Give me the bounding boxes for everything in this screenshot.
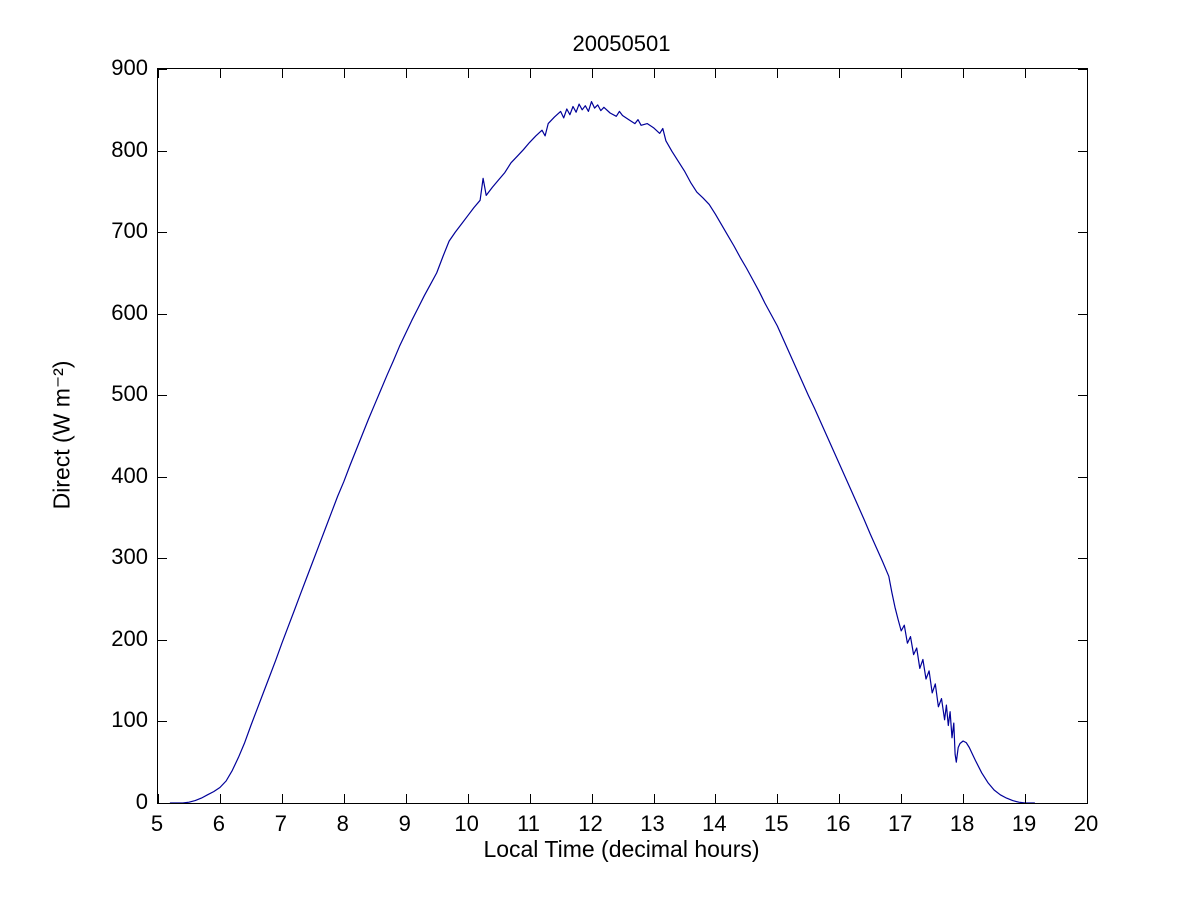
x-tick-mark: [901, 794, 903, 803]
y-tick-mark-right: [1078, 803, 1087, 804]
x-tick-mark-top: [963, 69, 965, 78]
y-tick-mark: [158, 313, 167, 315]
y-tick-mark-right: [1078, 69, 1087, 70]
y-tick-label: 300: [111, 544, 148, 570]
x-tick-mark-top: [219, 69, 221, 78]
x-tick-label: 18: [949, 811, 975, 836]
x-tick-mark: [839, 794, 841, 803]
y-tick-label: 0: [135, 789, 148, 814]
y-tick-label: 800: [111, 136, 148, 162]
x-tick-mark-top: [467, 69, 469, 78]
y-tick-mark-right: [1078, 395, 1087, 397]
x-tick-mark-top: [281, 69, 283, 78]
x-tick-mark-top: [591, 69, 593, 78]
y-tick-label: 500: [111, 381, 148, 407]
x-tick-mark: [963, 794, 965, 803]
y-tick-label: 100: [111, 707, 148, 733]
y-tick-mark-right: [1078, 558, 1087, 560]
y-tick-mark-right: [1078, 232, 1087, 234]
x-tick-label: 5: [150, 811, 164, 836]
x-tick-mark-top: [405, 69, 407, 78]
x-tick-mark-top: [1087, 69, 1088, 78]
x-tick-label: 6: [212, 811, 226, 836]
x-tick-label: 17: [887, 811, 913, 836]
x-tick-mark-top: [653, 69, 655, 78]
x-tick-label: 11: [517, 811, 541, 836]
x-tick-label: 15: [764, 811, 789, 836]
x-tick-mark: [1087, 794, 1088, 803]
x-tick-mark: [343, 794, 345, 803]
y-tick-mark: [158, 639, 167, 641]
x-tick-mark-top: [901, 69, 903, 78]
irradiance-curve: [169, 100, 1036, 803]
x-tick-label: 14: [702, 811, 727, 836]
x-tick-mark: [529, 794, 531, 803]
x-tick-label: 13: [640, 811, 665, 836]
x-tick-mark-top: [839, 69, 841, 78]
x-tick-label: 12: [578, 811, 603, 836]
x-tick-label: 8: [336, 811, 349, 836]
y-tick-label: 700: [111, 218, 148, 244]
x-tick-mark: [405, 794, 407, 803]
y-tick-mark-right: [1078, 313, 1087, 315]
x-tick-label: 19: [1011, 811, 1037, 836]
y-tick-mark: [158, 232, 167, 234]
y-tick-mark: [158, 69, 167, 70]
x-tick-mark-top: [777, 69, 779, 78]
x-tick-mark-top: [715, 69, 717, 78]
y-tick-label: 200: [111, 625, 148, 651]
x-tick-mark: [1025, 794, 1027, 803]
y-tick-mark: [158, 558, 167, 560]
x-tick-mark: [281, 794, 283, 803]
x-tick-mark: [715, 794, 717, 803]
x-axis-label: Local Time (decimal hours): [483, 836, 760, 862]
plot-area: [157, 68, 1088, 804]
x-tick-mark: [467, 794, 469, 803]
x-tick-mark: [777, 794, 779, 803]
y-tick-label: 900: [111, 55, 148, 80]
x-tick-mark-top: [1025, 69, 1027, 78]
y-tick-mark: [158, 395, 167, 397]
y-tick-mark-right: [1078, 476, 1087, 478]
x-tick-mark-top: [529, 69, 531, 78]
x-tick-label: 20: [1073, 811, 1099, 836]
x-tick-label: 9: [398, 811, 411, 836]
y-tick-mark: [158, 476, 167, 478]
plot-title: 20050501: [572, 31, 671, 56]
x-tick-mark-top: [158, 69, 159, 78]
x-tick-label: 10: [454, 811, 479, 836]
x-tick-label: 16: [826, 811, 851, 836]
y-axis-label: Direct (W m⁻²): [48, 360, 75, 510]
y-tick-label: 600: [111, 299, 148, 325]
x-tick-mark: [219, 794, 221, 803]
x-tick-mark: [653, 794, 655, 803]
y-tick-mark-right: [1078, 150, 1087, 152]
x-tick-label: 7: [274, 811, 287, 836]
x-tick-mark: [158, 794, 159, 803]
y-tick-label: 400: [111, 462, 148, 488]
x-tick-mark: [591, 794, 593, 803]
y-tick-mark-right: [1078, 721, 1087, 723]
y-tick-mark-right: [1078, 639, 1087, 641]
x-tick-mark-top: [343, 69, 345, 78]
y-tick-mark: [158, 721, 167, 723]
y-tick-mark: [158, 150, 167, 152]
y-tick-mark: [158, 803, 167, 804]
